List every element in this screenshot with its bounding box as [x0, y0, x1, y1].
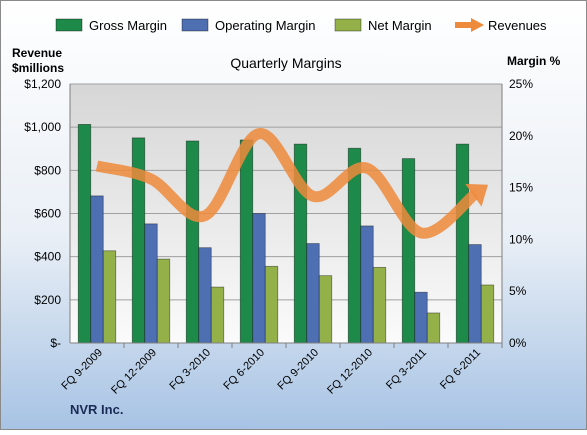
- bar-net-margin: [318, 275, 333, 344]
- left-tick-label: $800: [34, 163, 61, 177]
- bar-operating-margin: [360, 225, 374, 344]
- bar-gross-margin: [401, 158, 416, 344]
- bar-net-margin: [210, 286, 225, 344]
- line-arrowhead: [465, 183, 488, 207]
- left-tick-label: $-: [50, 336, 61, 350]
- right-tick-label: 25%: [509, 77, 533, 91]
- line-revenues: [95, 128, 479, 239]
- bar-gross-margin: [77, 124, 92, 344]
- right-tick-label: 0%: [509, 336, 527, 350]
- bar-operating-margin: [198, 247, 212, 344]
- legend-arrow-icon: [471, 18, 484, 32]
- right-tick-label: 5%: [509, 284, 527, 298]
- left-axis-label-line2: $millions: [12, 61, 64, 75]
- legend-label-net-margin: Net Margin: [368, 18, 432, 33]
- left-tick-label: $600: [34, 207, 61, 221]
- chart-title: Quarterly Margins: [230, 55, 341, 71]
- left-axis-label-line1: Revenue: [12, 46, 62, 60]
- right-tick-label: 10%: [509, 232, 533, 246]
- bar-net-margin: [480, 284, 495, 344]
- bar-series: [77, 124, 495, 344]
- bar-net-margin: [372, 266, 387, 344]
- bar-operating-margin: [144, 223, 158, 344]
- bar-operating-margin: [468, 244, 482, 344]
- bar-gross-margin: [455, 143, 470, 344]
- left-tick-label: $200: [34, 293, 61, 307]
- line-series: [95, 128, 488, 239]
- bar-gross-margin: [185, 140, 200, 344]
- bar-net-margin: [156, 258, 171, 344]
- bar-operating-margin: [306, 243, 320, 344]
- legend-swatch-net-margin: [334, 18, 362, 32]
- right-tick-label: 20%: [509, 129, 533, 143]
- legend-label-gross-margin: Gross Margin: [89, 18, 167, 33]
- bar-gross-margin: [239, 139, 254, 344]
- legend-label-operating-margin: Operating Margin: [215, 18, 315, 33]
- legend-swatch-operating-margin: [181, 18, 209, 32]
- right-tick-label: 15%: [509, 181, 533, 195]
- bar-net-margin: [264, 265, 279, 344]
- legend-label-revenues: Revenues: [488, 18, 547, 33]
- bar-operating-margin: [414, 291, 428, 344]
- right-axis-label: Margin %: [507, 54, 561, 68]
- legend: Gross Margin Operating Margin Net Margin Re…: [55, 18, 547, 33]
- bar-net-margin: [102, 250, 117, 344]
- left-tick-label: $1,200: [24, 77, 61, 91]
- left-tick-label: $1,000: [24, 120, 61, 134]
- bar-operating-margin: [252, 213, 266, 344]
- bar-net-margin: [426, 312, 441, 344]
- bar-operating-margin: [90, 195, 104, 344]
- company-name: NVR Inc.: [70, 402, 123, 417]
- legend-swatch-gross-margin: [55, 18, 83, 32]
- left-tick-label: $400: [34, 250, 61, 264]
